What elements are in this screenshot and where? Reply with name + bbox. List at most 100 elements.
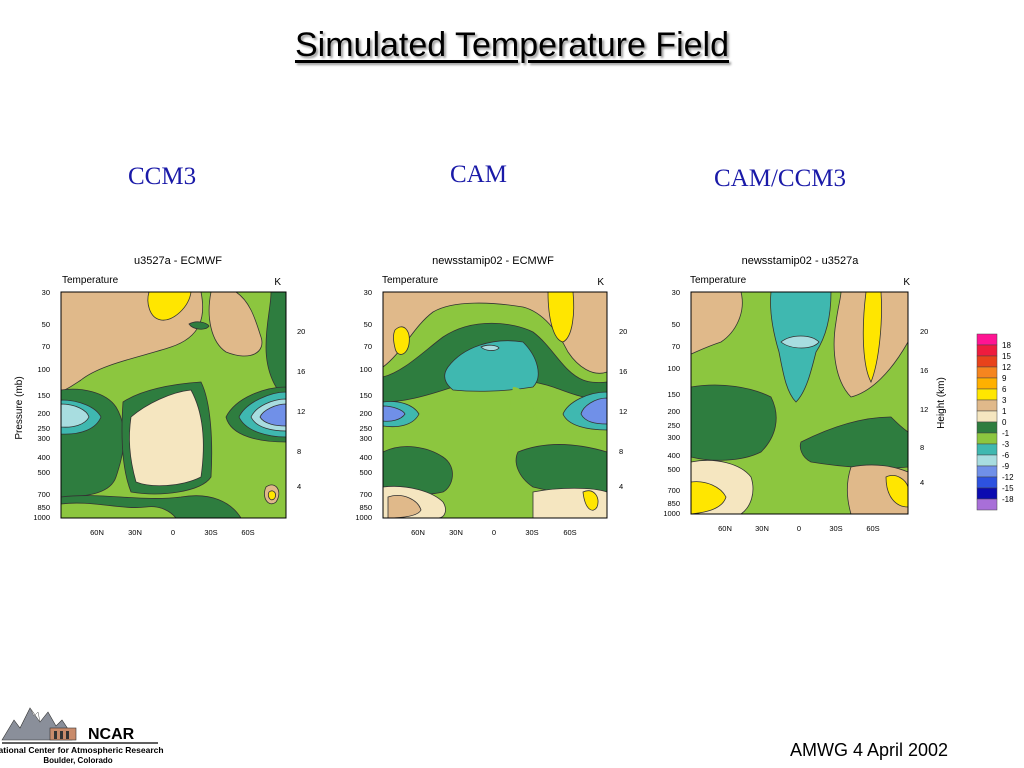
panel-subtitle-right: K xyxy=(903,277,910,288)
colorbar-label: -18 xyxy=(1002,495,1014,504)
y-tick-right: 12 xyxy=(619,407,627,416)
x-tick: 0 xyxy=(171,528,175,537)
panel-subtitle-right: K xyxy=(274,277,281,288)
colorbar-swatch xyxy=(976,388,998,401)
y-tick: 850 xyxy=(667,499,680,508)
y-tick: 500 xyxy=(667,465,680,474)
colorbar-label: 12 xyxy=(1002,363,1011,372)
y-tick: 700 xyxy=(37,490,50,499)
panel-title: newsstamip02 - u3527a xyxy=(742,255,860,267)
y-tick-right: 20 xyxy=(297,327,305,336)
colorbar-swatch xyxy=(976,377,998,390)
y-tick: 400 xyxy=(37,453,50,462)
y-tick: 400 xyxy=(667,451,680,460)
x-tick: 30N xyxy=(755,524,769,533)
x-tick: 60S xyxy=(241,528,254,537)
y-tick-right: 4 xyxy=(297,482,301,491)
colorbar-swatch xyxy=(976,421,998,434)
colorbar-label: -9 xyxy=(1002,462,1010,471)
colorbar-swatch xyxy=(976,476,998,489)
y-tick: 70 xyxy=(672,342,680,351)
y-tick-right: 20 xyxy=(920,327,928,336)
column-label-cam-ccm3: CAM/CCM3 xyxy=(714,165,846,192)
logo-name: NCAR xyxy=(88,726,135,743)
colorbar-swatch xyxy=(976,487,998,500)
y-tick-right: 16 xyxy=(619,367,627,376)
y-axis-label-right: Height (km) xyxy=(936,377,947,429)
y-tick: 300 xyxy=(359,434,372,443)
colorbar-swatch xyxy=(976,355,998,368)
x-tick: 30S xyxy=(204,528,217,537)
y-tick: 100 xyxy=(359,365,372,374)
colorbar-label: -3 xyxy=(1002,440,1010,449)
y-tick: 700 xyxy=(667,486,680,495)
y-tick: 150 xyxy=(359,391,372,400)
panel-subtitle-right: K xyxy=(597,277,604,288)
colorbar-label: -1 xyxy=(1002,429,1010,438)
y-tick-right: 8 xyxy=(619,447,623,456)
y-tick: 700 xyxy=(359,490,372,499)
colorbar-label: 0 xyxy=(1002,418,1007,427)
y-tick: 70 xyxy=(364,342,372,351)
colorbar-swatch xyxy=(976,443,998,456)
logo-line1: National Center for Atmospheric Research xyxy=(0,745,164,755)
x-tick: 0 xyxy=(797,524,801,533)
logo-line2: Boulder, Colorado xyxy=(43,756,112,765)
y-tick-right: 20 xyxy=(619,327,627,336)
colorbar-swatch xyxy=(976,366,998,379)
y-tick: 150 xyxy=(37,391,50,400)
y-tick: 200 xyxy=(37,409,50,418)
colorbar-swatch xyxy=(976,465,998,478)
y-axis-label: Pressure (mb) xyxy=(14,376,25,439)
y-tick: 200 xyxy=(667,407,680,416)
x-tick: 0 xyxy=(492,528,496,537)
colorbar-label: 1 xyxy=(1002,407,1007,416)
panel-title: u3527a - ECMWF xyxy=(134,255,222,267)
slide-title: Simulated Temperature Field xyxy=(294,26,730,64)
colorbar-label: 3 xyxy=(1002,396,1007,405)
contour-panel-2: newsstamip02 - ECMWF Temperature K 30 50… xyxy=(355,255,627,537)
footer-text: AMWG 4 April 2002 xyxy=(790,740,949,760)
colorbar-label: -15 xyxy=(1002,484,1014,493)
y-tick: 850 xyxy=(37,503,50,512)
panel-title: newsstamip02 - ECMWF xyxy=(432,255,554,267)
y-tick: 70 xyxy=(42,342,50,351)
colorbar-label: 15 xyxy=(1002,352,1011,361)
colorbar-label: -6 xyxy=(1002,451,1010,460)
column-label-cam: CAM xyxy=(450,161,507,188)
contour-panel-1: u3527a - ECMWF Temperature K Pressure (m… xyxy=(14,255,305,537)
y-tick-right: 4 xyxy=(920,478,924,487)
x-tick: 30N xyxy=(449,528,463,537)
y-tick: 50 xyxy=(42,320,50,329)
colorbar-swatch xyxy=(976,344,998,357)
y-tick: 1000 xyxy=(33,513,50,522)
x-tick: 60N xyxy=(718,524,732,533)
x-tick: 60N xyxy=(90,528,104,537)
x-tick: 60S xyxy=(866,524,879,533)
colorbar-label: 9 xyxy=(1002,374,1007,383)
y-tick-right: 8 xyxy=(920,443,924,452)
x-tick: 30S xyxy=(829,524,842,533)
y-tick: 30 xyxy=(42,288,50,297)
y-tick: 250 xyxy=(359,424,372,433)
y-tick: 100 xyxy=(667,364,680,373)
colorbar-label: 18 xyxy=(1002,341,1011,350)
y-tick: 300 xyxy=(667,433,680,442)
colorbar: 18 15 12 9 6 3 1 0 -1 -3 -6 -9 -12 -15 -18 xyxy=(976,333,1014,511)
y-tick: 30 xyxy=(364,288,372,297)
y-tick: 500 xyxy=(37,468,50,477)
y-tick: 500 xyxy=(359,468,372,477)
colorbar-swatch xyxy=(976,454,998,467)
y-tick-right: 12 xyxy=(297,407,305,416)
y-tick: 30 xyxy=(672,288,680,297)
y-tick-right: 4 xyxy=(619,482,623,491)
colorbar-label: -12 xyxy=(1002,473,1014,482)
y-tick: 250 xyxy=(667,421,680,430)
colorbar-label: 6 xyxy=(1002,385,1007,394)
y-tick-right: 8 xyxy=(297,447,301,456)
y-tick: 150 xyxy=(667,390,680,399)
x-tick: 60S xyxy=(563,528,576,537)
y-tick: 50 xyxy=(672,320,680,329)
panel-subtitle-left: Temperature xyxy=(62,275,119,286)
panel-subtitle-left: Temperature xyxy=(690,275,747,286)
